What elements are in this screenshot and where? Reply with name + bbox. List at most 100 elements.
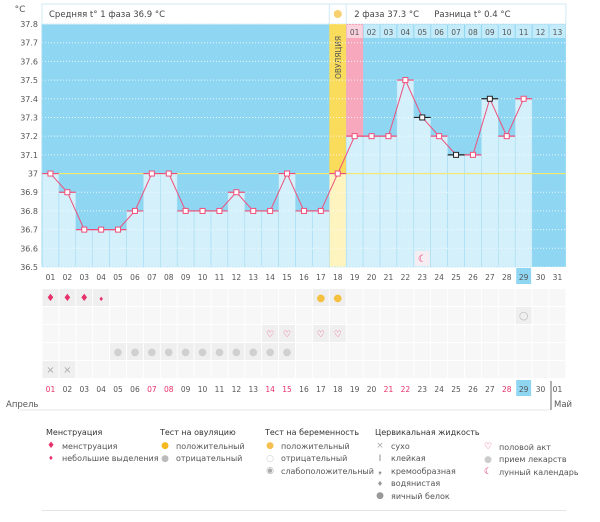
phase2-day-cell bbox=[448, 25, 464, 38]
temp-point bbox=[300, 207, 307, 214]
phase2-day-label: 06 bbox=[434, 28, 444, 37]
ovulation-test-positive-icon-cell bbox=[312, 289, 329, 306]
y-tick-label: 37.4 bbox=[20, 95, 38, 104]
pill-icon: ● bbox=[283, 347, 292, 358]
today-highlight bbox=[516, 268, 532, 284]
temp-point bbox=[233, 189, 240, 196]
row-cell bbox=[448, 361, 464, 378]
bottom-date-label: 10 bbox=[198, 385, 208, 394]
x-tick-label: 17 bbox=[316, 273, 326, 282]
row-cell bbox=[143, 289, 160, 306]
row-cell bbox=[110, 289, 126, 306]
phase2-day-label: 08 bbox=[468, 28, 478, 37]
row-cell bbox=[110, 307, 126, 324]
row-cell bbox=[228, 289, 245, 306]
heart-icon-cell bbox=[329, 325, 346, 342]
legend-label: небольшие выделения bbox=[62, 454, 159, 464]
legend-label: положительный bbox=[176, 441, 245, 451]
row-cell bbox=[312, 361, 329, 378]
row-cell bbox=[160, 325, 177, 342]
temp-bar bbox=[227, 191, 246, 268]
legend-title: Тест на овуляцию bbox=[160, 428, 236, 437]
temp-bar bbox=[498, 135, 516, 268]
row-cell bbox=[279, 307, 295, 324]
temp-point bbox=[419, 114, 426, 121]
row-cell bbox=[329, 361, 346, 378]
x-tick-label: 28 bbox=[502, 273, 512, 282]
row-cell bbox=[397, 289, 414, 306]
temp-bar bbox=[464, 154, 482, 268]
row-cell bbox=[279, 289, 295, 306]
bottom-date-label: 07 bbox=[147, 385, 157, 394]
phase2-day-label: 05 bbox=[417, 28, 427, 37]
legend-label: половой акт bbox=[499, 442, 551, 452]
bottom-date-label: 05 bbox=[113, 385, 123, 394]
row-cell bbox=[549, 307, 566, 324]
phase2-day-cell bbox=[549, 25, 566, 38]
row-cell bbox=[194, 361, 211, 378]
phase2-day-cell bbox=[414, 25, 431, 38]
egg-white-icon: ● bbox=[376, 491, 384, 502]
phase2-day-cell bbox=[363, 25, 380, 38]
row-cell bbox=[346, 289, 363, 306]
temp-point bbox=[148, 170, 155, 177]
row-cell bbox=[245, 307, 262, 324]
row-cell bbox=[160, 361, 177, 378]
bottom-date-label: 11 bbox=[215, 385, 225, 394]
row-cell bbox=[76, 343, 93, 360]
row-cell bbox=[93, 325, 110, 342]
row-cell bbox=[465, 307, 481, 324]
x-tick-label: 25 bbox=[451, 273, 461, 282]
dry-icon-cell bbox=[59, 361, 76, 378]
row-cell bbox=[498, 307, 515, 324]
temp-point bbox=[486, 95, 493, 102]
row-cell bbox=[59, 307, 76, 324]
phase2-day-cell bbox=[481, 25, 498, 38]
pregnancy-test-negative-icon: ○ bbox=[519, 309, 529, 322]
pill-icon-cell bbox=[211, 343, 228, 360]
row-cell bbox=[532, 307, 549, 324]
legend-title: Менструация bbox=[46, 428, 103, 437]
heart-icon-cell bbox=[312, 325, 329, 342]
spotting-icon-cell bbox=[93, 289, 110, 306]
test-positive-icon: ● bbox=[266, 441, 274, 452]
row-cell bbox=[296, 361, 312, 378]
bottom-date-label: 22 bbox=[401, 385, 411, 394]
phase2-day-label: 10 bbox=[502, 28, 512, 37]
row-cell bbox=[363, 307, 380, 324]
pill-icon-cell bbox=[110, 343, 126, 360]
temp-bar bbox=[210, 210, 229, 268]
pregnancy-test-negative-icon-cell bbox=[515, 307, 532, 324]
menstruation-icon: ♦ bbox=[63, 293, 72, 304]
row-cell bbox=[110, 325, 126, 342]
phase2-day-cell bbox=[431, 25, 448, 38]
chart-svg: °C Средняя t° 1 фаза 36.9 °C 2 фаза 37.3 °… bbox=[6, 3, 572, 411]
phase2-day-label: 03 bbox=[384, 28, 394, 37]
row-cell bbox=[143, 361, 160, 378]
legend-label: яичный белок bbox=[391, 491, 450, 501]
row-cell bbox=[414, 307, 431, 324]
x-tick-label: 18 bbox=[333, 273, 343, 282]
row-cell bbox=[448, 289, 464, 306]
row-cell bbox=[397, 343, 414, 360]
y-tick-label: 36.6 bbox=[20, 244, 38, 253]
row-cell bbox=[42, 325, 59, 342]
heart-icon: ♡ bbox=[334, 330, 342, 340]
temp-point bbox=[216, 207, 223, 214]
row-cell bbox=[515, 289, 532, 306]
temp-point bbox=[182, 207, 189, 214]
pill-icon: ● bbox=[215, 347, 224, 358]
x-tick-label: 21 bbox=[384, 273, 394, 282]
x-tick-label: 22 bbox=[401, 273, 411, 282]
row-cell bbox=[515, 325, 532, 342]
row-cell bbox=[481, 325, 498, 342]
row-cell bbox=[127, 361, 143, 378]
temp-bar bbox=[345, 135, 364, 268]
row-cell bbox=[549, 343, 566, 360]
drop-icon: ♦ bbox=[48, 455, 54, 463]
menstruation-icon: ♦ bbox=[46, 293, 55, 304]
x-tick-label: 03 bbox=[79, 273, 89, 282]
row-cell bbox=[363, 343, 380, 360]
pill-icon: ● bbox=[164, 347, 173, 358]
